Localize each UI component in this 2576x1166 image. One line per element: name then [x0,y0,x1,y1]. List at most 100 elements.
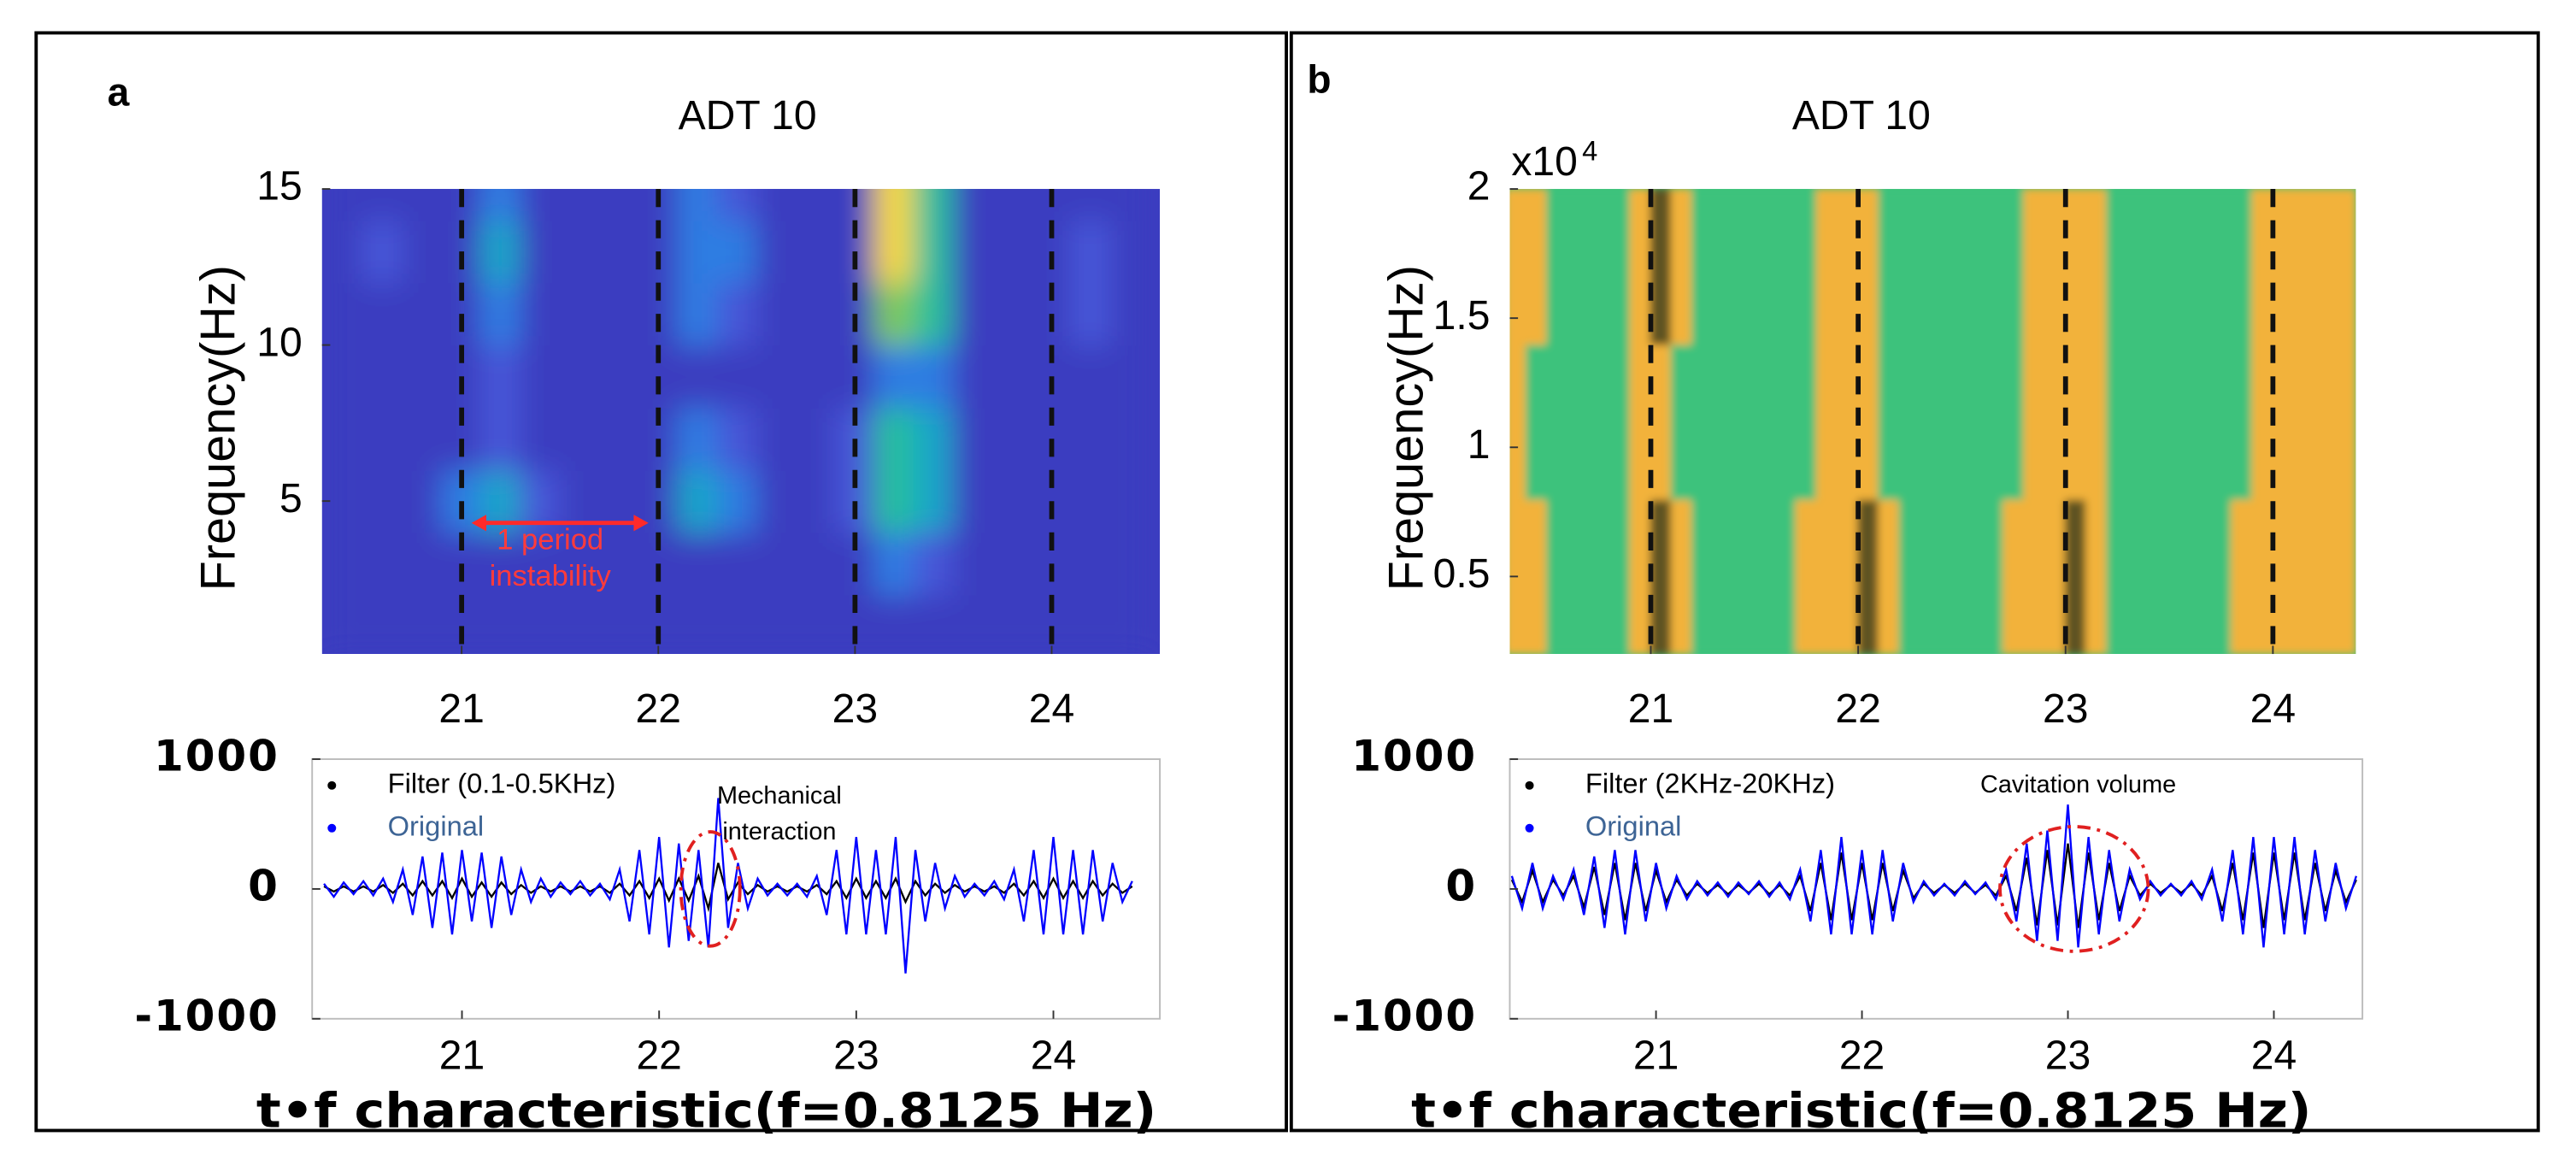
legend-marker [327,780,337,790]
heat-cell [677,593,719,655]
signal-line [323,798,1133,974]
heat-cell [2168,189,2191,345]
heat-cell [2292,189,2315,345]
heat-cell [2147,343,2171,500]
heat-cell [402,344,444,409]
heat-cell [2209,189,2232,345]
legend-label: Original [388,810,485,841]
annotation-ellipse [1998,825,2150,953]
heat-cell [913,593,955,655]
annotation-text: interaction [722,818,836,845]
heat-cell [873,219,915,284]
y-tick-label: 1000 [154,732,279,781]
y-tick-label: 5 [279,476,303,521]
heat-cell [2147,498,2171,655]
heat-cell [1691,498,1714,655]
heat-cell [1650,189,1673,345]
heat-cell [2044,498,2067,655]
x-tick-label: 21 [1633,1034,1679,1079]
heat-cell [1732,343,1756,500]
annotation-text: instability [490,560,612,592]
heat-cell [2189,498,2212,655]
heat-cell [598,281,640,346]
heat-cell [677,468,719,533]
heat-cell [952,281,994,346]
y-tick-label: -1000 [134,991,279,1040]
legend-marker [327,823,337,833]
heat-cell [952,189,994,221]
heat-cell [1587,498,1610,655]
axis-multiplier-exponent: 4 [1582,134,1597,166]
heat-cell [1109,219,1151,284]
heat-cell [1587,343,1610,500]
heat-cell [873,281,915,346]
heat-cell [520,406,562,471]
heat-cell [1070,468,1112,533]
heat-cell [1712,498,1735,655]
heat-cell [1940,498,1963,655]
heat-cell [1070,219,1112,284]
heat-cell [677,344,719,409]
heat-cell [716,344,758,409]
heat-cell [952,531,994,596]
heat-cell [716,468,758,533]
heat-cell [2002,498,2026,655]
heat-cell [520,281,562,346]
heat-cell [873,189,915,221]
heat-cell [480,189,522,221]
heat-cell [559,593,601,655]
heat-cell [1670,498,1693,655]
heat-cell [2064,498,2087,655]
heat-cell [1836,498,1860,655]
heat-cell [2292,498,2315,655]
heat-cell [795,406,837,471]
heat-cell [1525,189,1549,345]
heat-cell [1919,343,1943,500]
legend-marker [1525,780,1534,790]
y-axis-label: Frequency(Hz) [191,265,246,591]
heat-cell [1650,498,1673,655]
heat-cell [323,189,365,221]
heat-cell [559,281,601,346]
heat-cell [952,468,994,533]
heat-cell [1509,498,1527,655]
heat-cell [1961,189,1984,345]
heat-cell [1109,531,1151,596]
x-tick-label: 24 [2251,1034,2297,1079]
heat-cell [323,281,365,346]
x-tick-label: 22 [1835,686,1880,732]
heat-cell [1567,189,1590,345]
heat-cell [1070,406,1112,471]
heat-cell [598,531,640,596]
heat-cell [1546,498,1569,655]
heat-cell [402,468,444,533]
axis-multiplier: x10 [1511,139,1577,185]
heat-cell [2168,498,2191,655]
heat-cell [873,468,915,533]
heat-cell [1857,498,1880,655]
y-tick-label: 0 [1445,861,1477,910]
heat-cell [520,189,562,221]
heat-cell [1961,498,1984,655]
heat-cell [2023,498,2046,655]
heat-cell [2106,498,2129,655]
heat-cell [2209,498,2232,655]
heat-cell [1629,343,1652,500]
heat-cell [323,593,365,655]
heat-cell [1795,343,1818,500]
heat-cell [1836,189,1860,345]
heat-cell [2106,343,2129,500]
heat-cell [362,593,404,655]
heat-cell [402,189,444,221]
heat-cell [598,344,640,409]
heat-cell [2085,189,2108,345]
legend-label: Filter (0.1-0.5KHz) [388,767,616,798]
heat-cell [520,531,562,596]
y-tick-label: -1000 [1332,991,1477,1040]
heat-cell [1898,343,1921,500]
heat-cell [323,344,365,409]
heat-cell [1836,343,1860,500]
arrow-head [633,515,649,532]
x-tick-label: 22 [636,1034,681,1079]
